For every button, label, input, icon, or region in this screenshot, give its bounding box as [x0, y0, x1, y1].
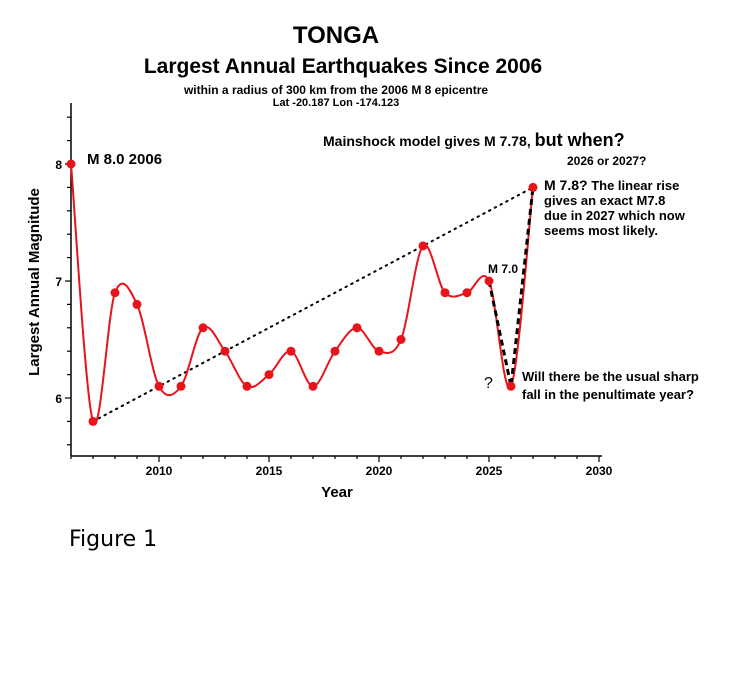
- annotation-fall-line2: fall in the penultimate year?: [522, 387, 694, 402]
- annotation-mainshock-model: Mainshock model gives M 7.78, but when?: [323, 130, 625, 150]
- data-point: [462, 288, 472, 298]
- chart-title: TONGA: [292, 22, 380, 49]
- trend-line: [92, 186, 534, 423]
- annotation-m78-line2: gives an exact M7.8: [544, 193, 665, 208]
- y-tick-label: 8: [55, 158, 62, 172]
- data-point: [440, 288, 450, 298]
- y-axis-label: Largest Annual Magnitude: [26, 188, 43, 376]
- data-point: [242, 381, 252, 391]
- data-point: [308, 381, 318, 391]
- annotation-m78-line3: due in 2027 which now: [544, 208, 686, 223]
- chart-note-radius: within a radius of 300 km from the 2006 …: [183, 83, 489, 97]
- data-point: [286, 346, 296, 356]
- annotation-fall-line1: Will there be the usual sharp: [522, 369, 699, 384]
- x-tick-label: 2025: [476, 464, 503, 478]
- data-point: [264, 370, 274, 380]
- forecast-dashed-line: [487, 187, 535, 387]
- x-tick-label: 2010: [146, 464, 173, 478]
- data-point: [484, 276, 494, 286]
- data-point: [66, 159, 76, 169]
- data-point: [396, 335, 406, 344]
- data-point: [374, 346, 384, 356]
- data-point: [418, 241, 428, 251]
- data-point: [176, 381, 186, 391]
- data-point: [528, 182, 538, 192]
- x-tick-label: 2030: [586, 464, 613, 478]
- data-point: [506, 381, 516, 391]
- data-point: [330, 346, 340, 356]
- data-point: [88, 416, 98, 426]
- annotation-m78-b: The linear rise: [588, 178, 680, 193]
- data-point: [220, 346, 230, 356]
- x-axis-label: Year: [321, 484, 353, 501]
- y-tick-label: 6: [55, 392, 62, 406]
- ticks: [65, 116, 600, 462]
- annotations: M 8.0 2006 Mainshock model gives M 7.78,…: [87, 130, 699, 402]
- chart-subtitle: Largest Annual Earthquakes Since 2006: [143, 55, 543, 78]
- y-tick-label: 7: [55, 275, 62, 289]
- annotation-m78-line4: seems most likely.: [544, 223, 658, 238]
- data-point: [132, 299, 142, 309]
- data-point: [352, 323, 362, 333]
- figure-label: Figure 1: [69, 527, 158, 552]
- x-tick-label: 2015: [256, 464, 283, 478]
- data-point: [154, 381, 164, 391]
- annotation-question-mark: ?: [484, 375, 493, 392]
- annotation-m78: M 7.8? The linear rise: [544, 177, 679, 193]
- data-point: [110, 288, 120, 298]
- data-points: [66, 159, 538, 426]
- annotation-m78-a: M 7.8?: [544, 177, 588, 193]
- data-point: [198, 323, 208, 333]
- x-tick-label: 2020: [366, 464, 393, 478]
- annotation-model-a: Mainshock model gives M 7.78,: [323, 133, 535, 149]
- annotation-years: 2026 or 2027?: [567, 154, 646, 168]
- annotation-model-b: but when?: [535, 130, 625, 150]
- chart-note-location: Lat -20.187 Lon -174.123: [272, 97, 400, 109]
- annotation-m70: M 7.0: [488, 262, 518, 276]
- annotation-first-point: M 8.0 2006: [87, 151, 162, 168]
- tick-labels: 2010 2015 2020 2025 2030 6 7 8: [55, 158, 612, 478]
